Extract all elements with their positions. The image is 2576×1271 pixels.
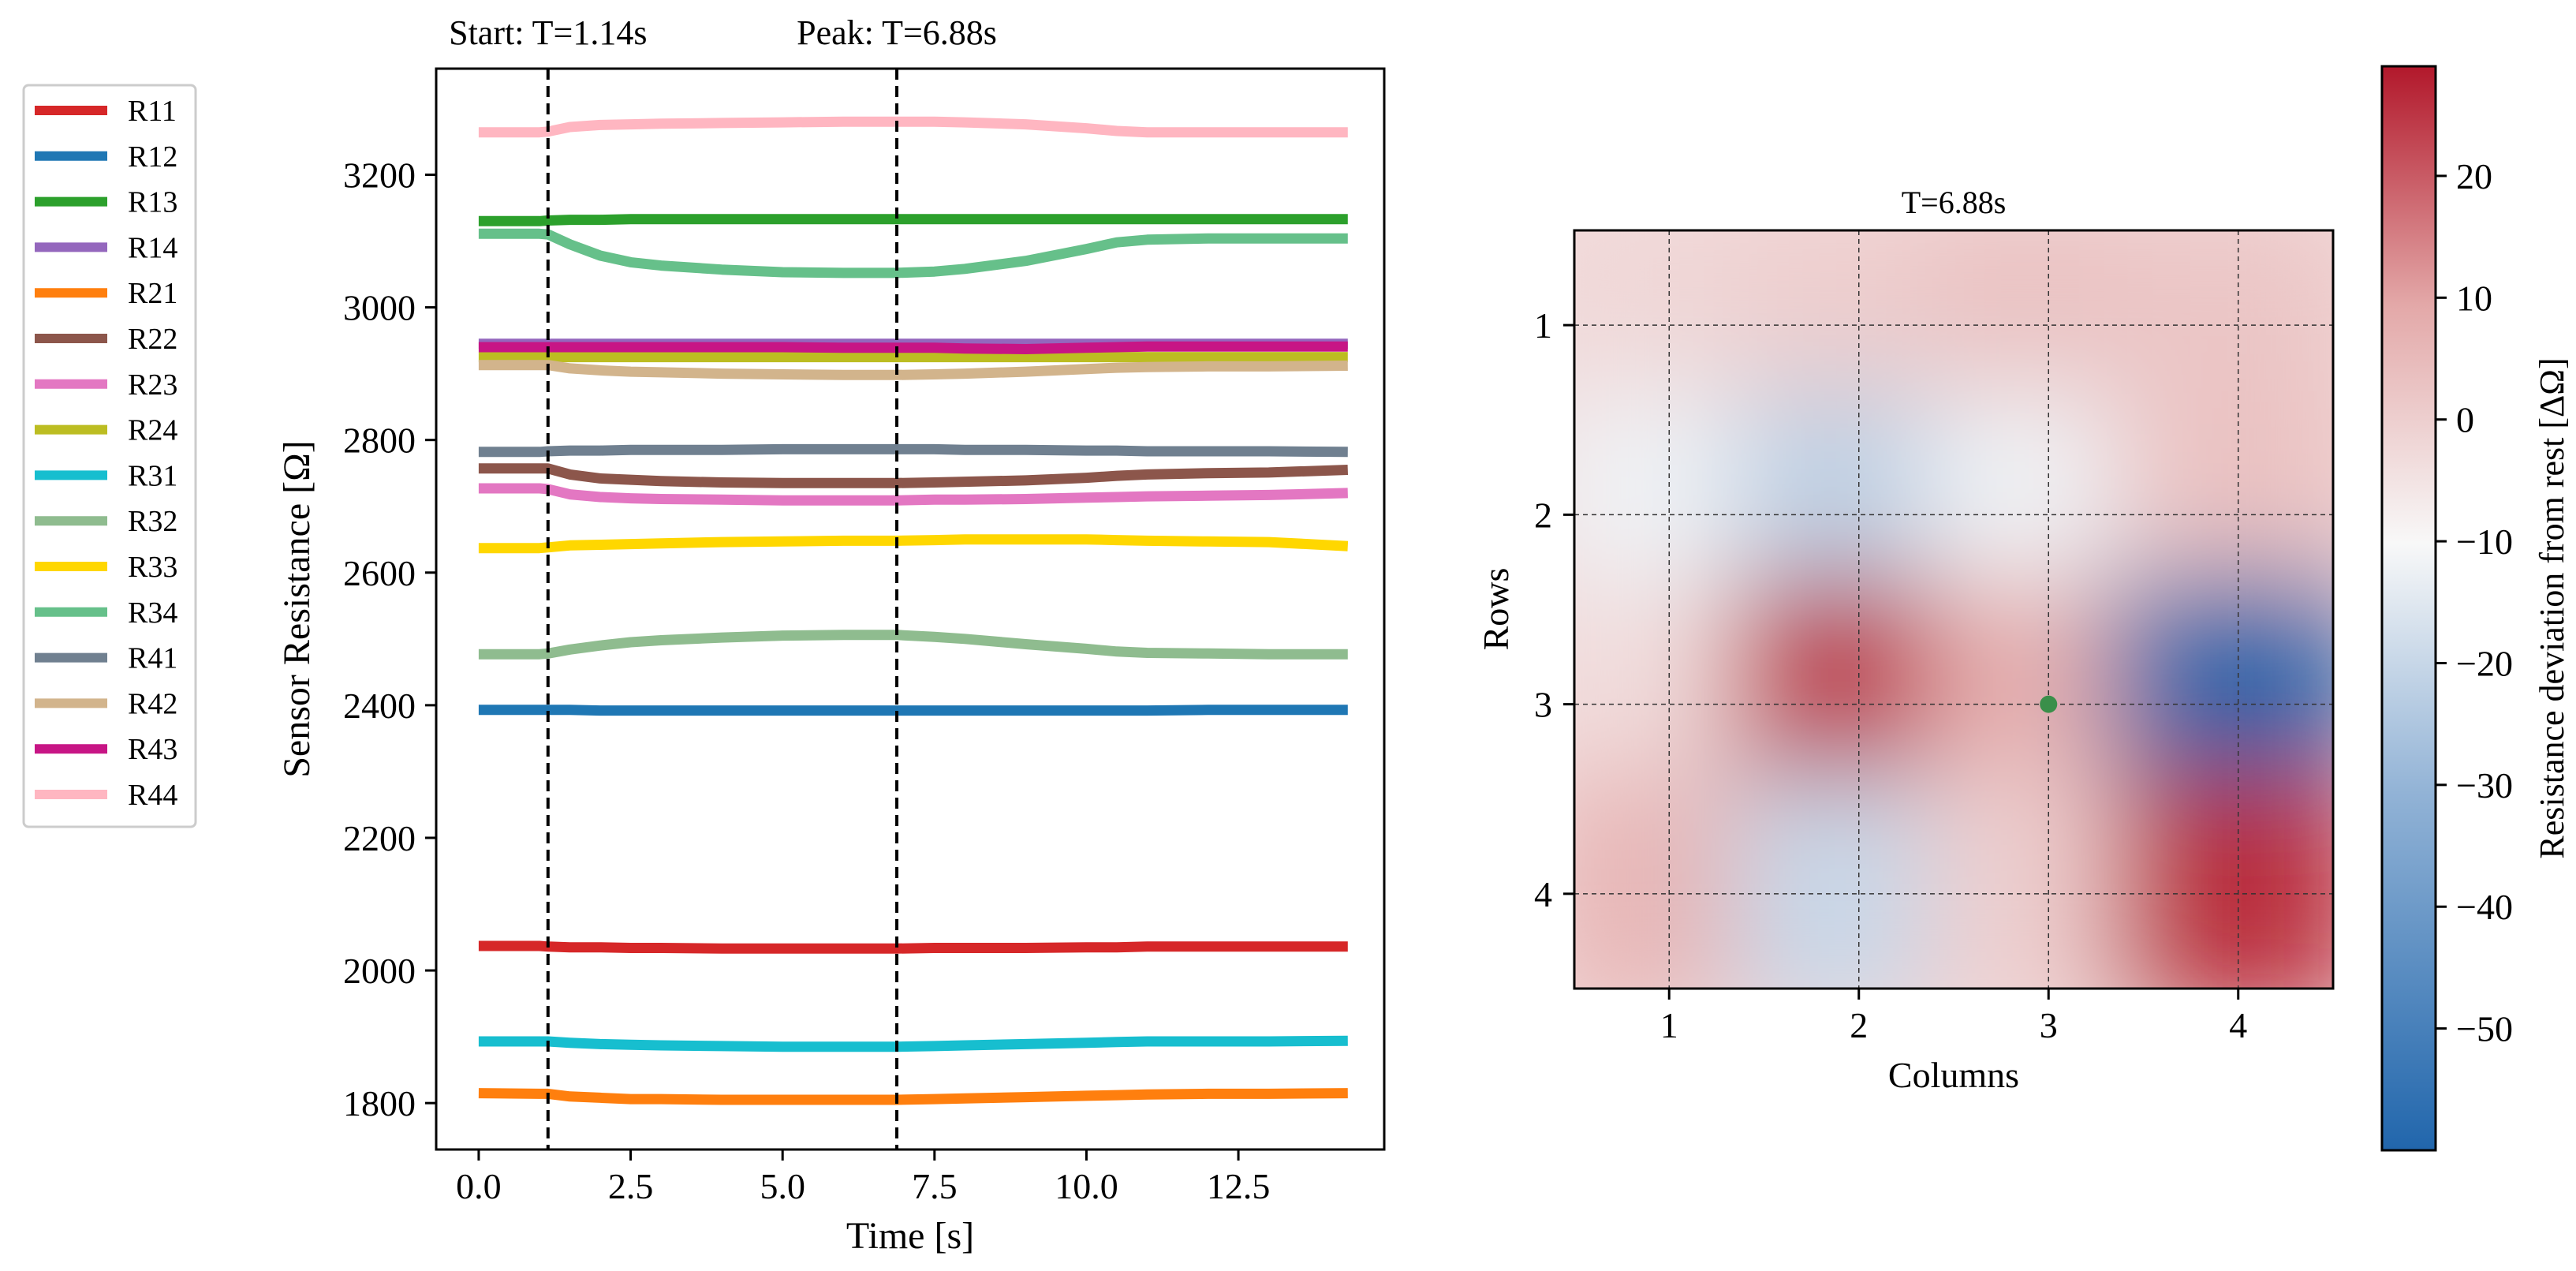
legend-label-r22: R22 [128, 323, 177, 356]
y-tick-label: 3000 [343, 288, 416, 328]
legend-label-r21: R21 [128, 277, 177, 310]
heatmap-y-tick-label: 2 [1534, 495, 1552, 535]
series-line-r13 [478, 214, 1348, 226]
y-tick-label: 2800 [343, 421, 416, 461]
series-line-r22 [478, 463, 1349, 488]
heatmap-y-tick-label: 1 [1534, 305, 1552, 346]
marker-label-0: Start: T=1.14s [449, 13, 647, 52]
line-chart: Start: T=1.14s Peak: T=6.88s 0.0 2.5 5.0 7.5… [276, 13, 1386, 1257]
legend-label-r44: R44 [128, 779, 177, 812]
heatmap-frame [1573, 229, 2335, 990]
legend-label-r12: R12 [128, 140, 177, 174]
y-tick-label: 2000 [343, 951, 416, 991]
heatmap-x-axis-label: Columns [1888, 1055, 2019, 1095]
series-line-r41 [478, 443, 1348, 458]
legend-label-r14: R14 [128, 231, 177, 264]
series-line-r12 [478, 705, 1348, 716]
x-tick-label: 10.0 [1055, 1166, 1118, 1206]
legend: R11 R12 R13 R14 R21 R22 R23 R24 R31 R32 R33 R34 R41 R… [22, 84, 197, 828]
legend-label-r11: R11 [128, 95, 177, 128]
heatmap-marker-point [2040, 695, 2058, 713]
colorbar-tick-label: 0 [2456, 400, 2474, 440]
series-line-r33 [478, 534, 1349, 554]
heatmap-title: T=6.88s [1902, 185, 2007, 220]
series-line-r23 [478, 483, 1348, 506]
series-line-r43 [478, 341, 1348, 354]
heatmap-x-tick-label: 2 [1850, 1005, 1868, 1045]
y-tick-label: 2600 [343, 553, 416, 593]
x-tick-label: 0.0 [456, 1166, 502, 1206]
series-line-r42 [478, 360, 1348, 380]
x-tick-label: 5.0 [760, 1166, 805, 1206]
x-tick-label: 12.5 [1207, 1166, 1271, 1206]
heatmap-y-tick-label: 3 [1534, 685, 1552, 725]
colorbar-tick-label: −30 [2456, 765, 2513, 806]
colorbar-tick-label: 10 [2456, 278, 2492, 318]
colorbar-tick-label: 20 [2456, 156, 2492, 196]
legend-label-r24: R24 [128, 414, 177, 447]
legend-label-r34: R34 [128, 596, 177, 630]
colorbar-label: Resistance deviation from rest [ΔΩ] [2533, 357, 2571, 858]
series-line-r34 [478, 228, 1348, 278]
heatmap-chart: 1 2 3 4 1 2 3 4 T=6.88s Columns Rows [1476, 185, 2335, 1095]
heatmap-x-tick-label: 3 [2040, 1005, 2058, 1045]
y-tick-label: 1800 [343, 1083, 416, 1123]
legend-label-r23: R23 [128, 368, 177, 402]
colorbar-scale [2380, 65, 2437, 1152]
colorbar-tick-label: −20 [2456, 643, 2513, 683]
series-line-r31 [478, 1035, 1348, 1052]
legend-label-r33: R33 [128, 551, 177, 584]
legend-label-r41: R41 [128, 642, 177, 675]
x-axis-label: Time [s] [846, 1215, 974, 1257]
legend-label-r42: R42 [128, 687, 177, 720]
y-tick-label: 2400 [343, 686, 416, 726]
colorbar: 20 10 0 −10 −20 −30 −40 −50 Resistance deviatio… [2380, 65, 2571, 1152]
colorbar-tick-label: −40 [2456, 887, 2513, 927]
legend-label-r32: R32 [128, 505, 177, 538]
heatmap-x-tick-label: 4 [2229, 1005, 2247, 1045]
heatmap-y-axis-label: Rows [1476, 568, 1516, 651]
legend-label-r43: R43 [128, 733, 177, 766]
series-line-r32 [478, 630, 1348, 660]
colorbar-tick-label: −10 [2456, 521, 2513, 562]
series-line-r11 [478, 940, 1348, 954]
line-chart-frame [435, 67, 1386, 1151]
colorbar-tick-label: −50 [2456, 1009, 2513, 1049]
marker-label-1: Peak: T=6.88s [797, 13, 997, 52]
heatmap-y-tick-label: 4 [1534, 874, 1552, 914]
x-tick-label: 7.5 [912, 1166, 958, 1206]
y-tick-label: 3200 [343, 155, 416, 195]
heatmap-cell [2115, 770, 2333, 989]
series-line-r21 [478, 1088, 1348, 1105]
legend-label-r13: R13 [128, 186, 177, 219]
legend-label-r31: R31 [128, 459, 177, 492]
heatmap-x-tick-label: 1 [1660, 1005, 1678, 1045]
y-tick-label: 2200 [343, 818, 416, 858]
legend-frame [22, 84, 197, 828]
series-line-r44 [478, 116, 1348, 138]
x-tick-label: 2.5 [608, 1166, 654, 1206]
y-axis-label: Sensor Resistance [Ω] [276, 440, 318, 778]
